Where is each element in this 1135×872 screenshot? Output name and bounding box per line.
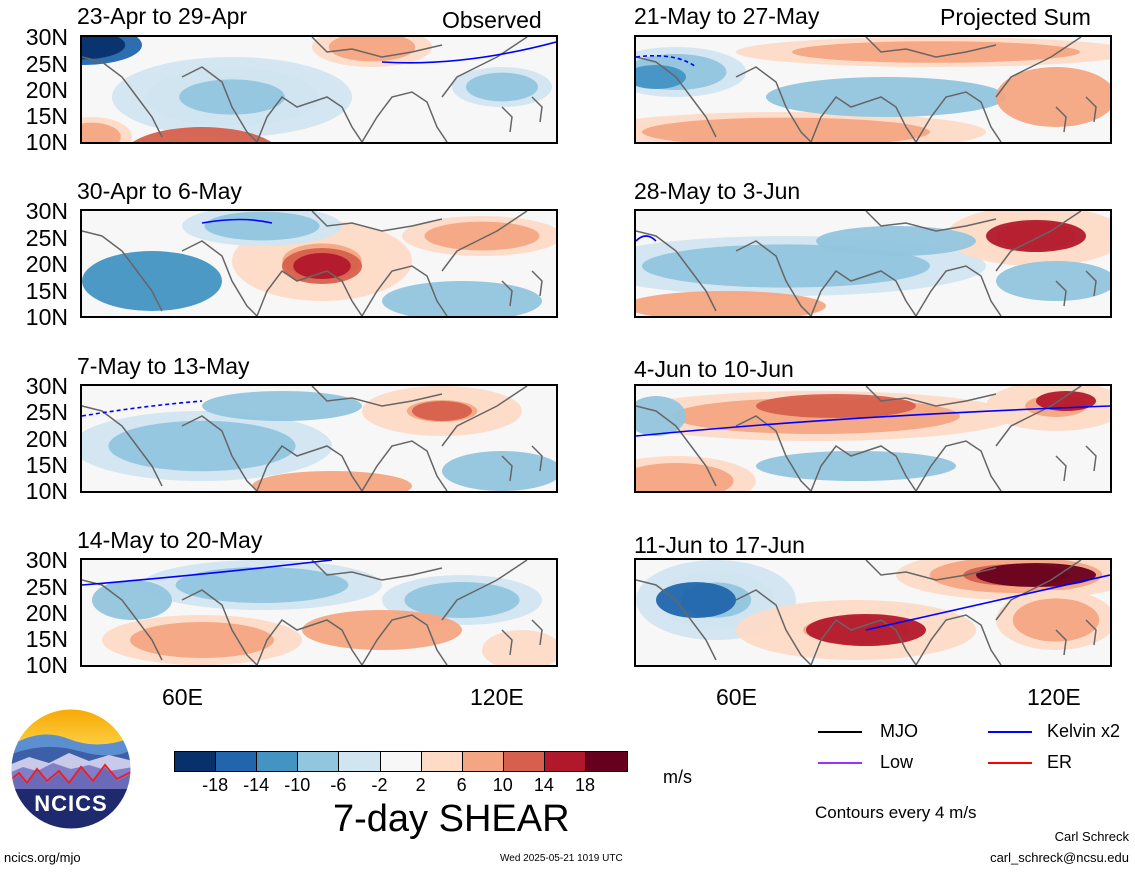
legend-swatch-low	[818, 762, 862, 764]
lat-label: 30N	[25, 24, 68, 50]
lon-label: 120E	[1027, 684, 1081, 710]
lat-label: 20N	[25, 426, 68, 452]
map-panel-observed-2	[80, 209, 558, 318]
lat-label: 30N	[25, 198, 68, 224]
shear-map	[82, 37, 556, 142]
map-panel-observed-1	[80, 35, 558, 144]
legend-label-er: ER	[1047, 752, 1073, 772]
colorbar-swatch	[502, 751, 546, 772]
map-panel-projected-2	[634, 209, 1112, 318]
colorbar-tick-label: 14	[533, 775, 554, 795]
colorbar-tick-label: 6	[456, 775, 467, 795]
observed-label: Observed	[442, 7, 542, 33]
lon-label: 60E	[716, 684, 757, 710]
panel-title: 23-Apr to 29-Apr	[77, 3, 248, 29]
lat-label: 15N	[25, 452, 68, 478]
map-panel-projected-1	[634, 35, 1112, 144]
map-panel-projected-4	[634, 558, 1112, 667]
lon-label: 120E	[470, 684, 524, 710]
panel-title: 11-Jun to 17-Jun	[634, 532, 805, 558]
legend-label-mjo: MJO	[880, 721, 918, 741]
lat-label: 30N	[25, 547, 68, 573]
colorbar-tick-label: -18	[202, 775, 229, 795]
projected-sum-label: Projected Sum	[940, 4, 1091, 30]
colorbar-swatch	[461, 751, 505, 772]
lat-label: 25N	[25, 399, 68, 425]
lat-label: 30N	[25, 373, 68, 399]
panel-title: 30-Apr to 6-May	[77, 178, 242, 204]
colorbar-tick-label: -10	[284, 775, 311, 795]
shear-map	[636, 386, 1110, 491]
shear-map	[82, 560, 556, 665]
shear-map	[82, 386, 556, 491]
colorbar-unit: m/s	[663, 767, 692, 787]
logo-text: NCICS	[34, 791, 108, 816]
lat-label: 25N	[25, 574, 68, 600]
lat-label: 15N	[25, 626, 68, 652]
footer-author: Carl Schreck	[1054, 829, 1129, 844]
colorbar-swatch	[215, 751, 259, 772]
colorbar-swatch	[543, 751, 587, 772]
lat-label: 20N	[25, 251, 68, 277]
colorbar-tick-label: 2	[415, 775, 426, 795]
colorbar-tick-label: -2	[371, 775, 388, 795]
lon-label: 60E	[162, 684, 203, 710]
legend-swatch-mjo	[818, 731, 862, 733]
colorbar-swatch	[297, 751, 341, 772]
ncics-logo: NCICS	[9, 707, 133, 831]
map-panel-projected-3	[634, 384, 1112, 493]
shear-map	[636, 211, 1110, 316]
shear-map	[636, 37, 1110, 142]
lat-label: 20N	[25, 600, 68, 626]
contour-note: Contours every 4 m/s	[815, 803, 977, 822]
footer-url: ncics.org/mjo	[4, 850, 81, 865]
footer-email: carl_schreck@ncsu.edu	[990, 850, 1129, 865]
lat-label: 10N	[25, 478, 68, 504]
colorbar-swatch	[338, 751, 382, 772]
lat-label: 10N	[25, 129, 68, 155]
legend-label-low: Low	[880, 752, 914, 772]
footer-timestamp: Wed 2025-05-21 1019 UTC	[500, 853, 623, 864]
plot-title: 7-day SHEAR	[333, 798, 570, 840]
shear-map	[636, 560, 1110, 665]
lat-label: 25N	[25, 225, 68, 251]
colorbar-swatch	[420, 751, 464, 772]
lat-label: 10N	[25, 652, 68, 678]
panel-title: 4-Jun to 10-Jun	[634, 356, 794, 382]
lat-label: 10N	[25, 304, 68, 330]
colorbar-tick-label: 10	[492, 775, 513, 795]
legend-swatch-kelvin	[988, 731, 1032, 733]
colorbar-swatch	[585, 751, 629, 772]
shear-map	[82, 211, 556, 316]
colorbar-swatch	[256, 751, 300, 772]
lat-label: 20N	[25, 77, 68, 103]
legend-label-kelvin: Kelvin x2	[1047, 721, 1121, 741]
colorbar-tick-label: -6	[330, 775, 347, 795]
legend-swatch-er	[988, 762, 1032, 764]
panel-title: 28-May to 3-Jun	[634, 178, 801, 204]
colorbar-swatch	[379, 751, 423, 772]
lat-label: 25N	[25, 51, 68, 77]
colorbar-tick-label: -14	[243, 775, 270, 795]
panel-title: 14-May to 20-May	[77, 527, 263, 553]
colorbar-tick-label: 18	[574, 775, 596, 795]
panel-title: 21-May to 27-May	[634, 3, 820, 29]
colorbar-swatch	[174, 751, 218, 772]
panel-title: 7-May to 13-May	[77, 353, 250, 379]
lat-label: 15N	[25, 103, 68, 129]
map-panel-observed-3	[80, 384, 558, 493]
lat-label: 15N	[25, 278, 68, 304]
map-panel-observed-4	[80, 558, 558, 667]
